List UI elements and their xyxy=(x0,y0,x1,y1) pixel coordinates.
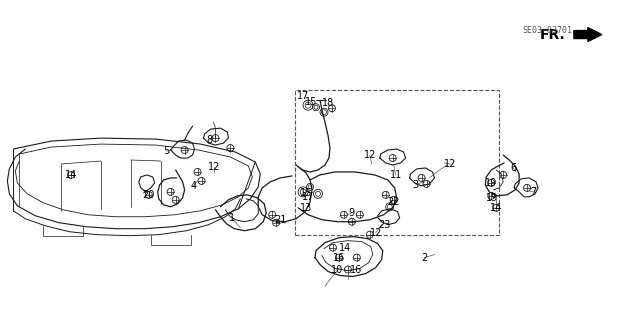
Text: 1: 1 xyxy=(229,213,236,223)
Text: 18: 18 xyxy=(322,98,334,108)
Text: SE03-83701: SE03-83701 xyxy=(522,26,572,35)
Text: 9: 9 xyxy=(349,208,355,218)
Text: 19: 19 xyxy=(485,178,497,188)
Text: 15: 15 xyxy=(300,188,312,198)
Text: 19: 19 xyxy=(486,193,499,203)
Text: 17: 17 xyxy=(297,91,309,101)
Text: 12: 12 xyxy=(369,228,382,238)
Text: 7: 7 xyxy=(530,187,536,197)
Text: 17: 17 xyxy=(302,192,314,202)
Text: 10: 10 xyxy=(331,264,343,275)
Text: 16: 16 xyxy=(349,264,362,275)
Text: 12: 12 xyxy=(444,159,456,169)
Text: 22: 22 xyxy=(387,197,400,207)
Text: 6: 6 xyxy=(510,163,516,173)
Text: 23: 23 xyxy=(378,220,391,230)
Text: 20: 20 xyxy=(143,190,155,200)
Text: 14: 14 xyxy=(339,243,351,253)
Text: 3: 3 xyxy=(413,180,419,190)
Bar xyxy=(295,90,499,235)
Text: 5: 5 xyxy=(164,146,170,156)
Text: 14: 14 xyxy=(490,203,502,213)
Text: 4: 4 xyxy=(191,181,196,191)
Text: 12: 12 xyxy=(364,150,376,160)
Text: 16: 16 xyxy=(333,253,345,263)
Text: 12: 12 xyxy=(208,162,221,172)
Text: 8: 8 xyxy=(207,135,212,145)
Text: 13: 13 xyxy=(300,203,312,213)
Text: 14: 14 xyxy=(65,170,77,180)
FancyArrow shape xyxy=(574,27,602,41)
Text: FR.: FR. xyxy=(540,27,566,41)
Text: 15: 15 xyxy=(305,97,317,107)
Text: 2: 2 xyxy=(421,253,428,263)
Text: 21: 21 xyxy=(274,215,286,225)
Text: 11: 11 xyxy=(390,170,402,180)
